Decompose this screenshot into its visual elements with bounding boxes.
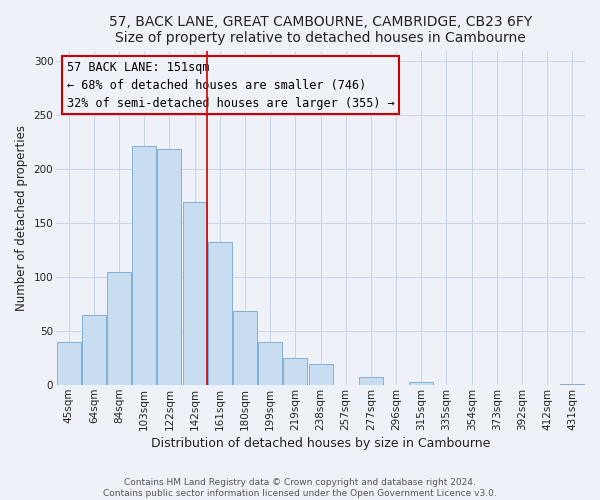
Bar	[82, 315, 106, 385]
Bar	[409, 382, 433, 385]
Bar	[157, 149, 181, 385]
Bar	[182, 202, 206, 385]
Bar	[258, 342, 282, 385]
Y-axis label: Number of detached properties: Number of detached properties	[15, 125, 28, 311]
Bar	[560, 384, 584, 385]
Bar	[107, 272, 131, 385]
Bar	[132, 146, 156, 385]
Bar	[208, 242, 232, 385]
Bar	[233, 310, 257, 385]
Bar	[283, 358, 307, 385]
X-axis label: Distribution of detached houses by size in Cambourne: Distribution of detached houses by size …	[151, 437, 490, 450]
Text: 57 BACK LANE: 151sqm
← 68% of detached houses are smaller (746)
32% of semi-deta: 57 BACK LANE: 151sqm ← 68% of detached h…	[67, 60, 394, 110]
Bar	[359, 376, 383, 385]
Bar	[57, 342, 80, 385]
Title: 57, BACK LANE, GREAT CAMBOURNE, CAMBRIDGE, CB23 6FY
Size of property relative to: 57, BACK LANE, GREAT CAMBOURNE, CAMBRIDG…	[109, 15, 532, 45]
Text: Contains HM Land Registry data © Crown copyright and database right 2024.
Contai: Contains HM Land Registry data © Crown c…	[103, 478, 497, 498]
Bar	[308, 364, 332, 385]
